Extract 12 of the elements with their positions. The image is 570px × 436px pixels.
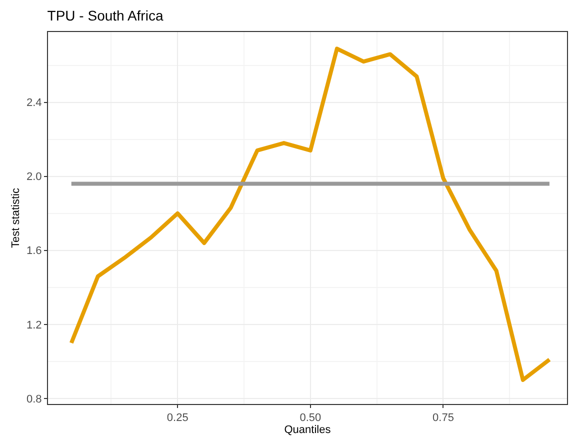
x-tick-label: 0.75 bbox=[432, 412, 454, 424]
x-tick-label: 0.50 bbox=[300, 412, 322, 424]
chart-title: TPU - South Africa bbox=[47, 8, 164, 24]
x-tick-label: 0.25 bbox=[166, 412, 188, 424]
y-tick-label: 2.0 bbox=[26, 171, 42, 184]
y-tick-label: 0.8 bbox=[26, 393, 42, 406]
y-axis-title: Test statistic bbox=[10, 188, 22, 248]
line-series bbox=[69, 46, 552, 382]
x-axis-title: Quantiles bbox=[284, 424, 332, 436]
y-tick-label: 1.6 bbox=[26, 245, 42, 258]
y-tick-label: 2.4 bbox=[26, 97, 42, 110]
y-tick-label: 1.2 bbox=[26, 319, 42, 332]
